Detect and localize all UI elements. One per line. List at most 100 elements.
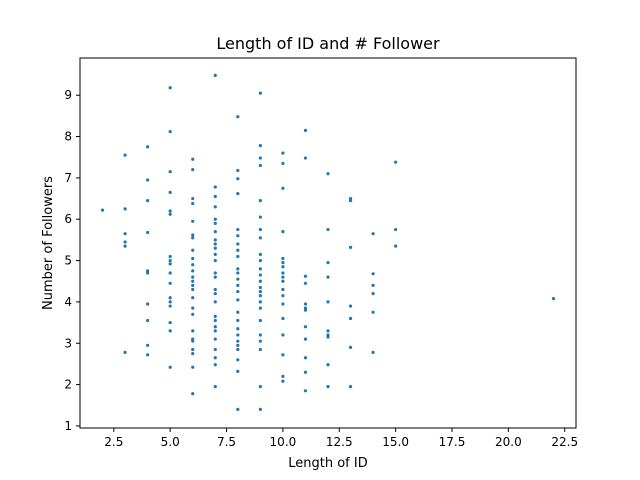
data-point <box>303 302 308 306</box>
data-point <box>281 279 285 283</box>
data-point <box>258 294 262 298</box>
data-point <box>191 347 195 352</box>
data-point <box>281 271 285 275</box>
data-point <box>303 156 308 160</box>
data-point <box>123 350 127 354</box>
data-point <box>258 318 262 323</box>
data-point <box>123 153 127 157</box>
data-point <box>281 353 285 357</box>
data-point <box>123 232 127 236</box>
data-point <box>236 115 240 119</box>
data-point <box>281 294 285 298</box>
data-point <box>191 351 195 356</box>
data-point <box>191 287 195 292</box>
data-point <box>394 244 398 248</box>
y-tick-label: 3 <box>64 336 72 350</box>
data-point <box>326 227 330 232</box>
data-point <box>258 91 262 95</box>
data-point <box>258 227 262 232</box>
data-point <box>236 234 240 238</box>
data-point <box>191 269 195 273</box>
data-point <box>348 245 353 249</box>
data-point <box>146 271 150 275</box>
data-point <box>146 230 150 235</box>
data-point <box>213 292 217 296</box>
data-point <box>236 267 240 271</box>
data-point <box>236 289 240 294</box>
data-point <box>213 238 217 242</box>
data-point <box>281 302 285 306</box>
data-point <box>213 217 217 221</box>
data-point <box>213 275 217 279</box>
data-point <box>236 227 240 232</box>
data-point <box>191 275 195 279</box>
y-tick-label: 4 <box>64 295 72 309</box>
data-point <box>258 252 262 256</box>
data-point <box>326 300 330 304</box>
data-point <box>281 186 285 190</box>
data-point <box>213 329 217 333</box>
data-point <box>191 219 195 223</box>
data-point <box>213 252 217 256</box>
data-point <box>236 407 240 411</box>
data-point <box>236 254 240 259</box>
data-point <box>258 163 262 168</box>
data-point <box>326 335 330 339</box>
data-point <box>191 157 195 161</box>
data-point <box>258 306 262 310</box>
data-point <box>258 199 262 203</box>
data-point <box>258 347 262 352</box>
data-point <box>326 261 330 265</box>
data-point <box>168 254 172 259</box>
data-point <box>168 262 172 266</box>
y-tick-label: 6 <box>64 212 72 226</box>
data-point <box>348 199 353 203</box>
data-point <box>236 339 240 343</box>
data-point <box>281 333 285 337</box>
data-point <box>213 185 217 189</box>
data-point <box>236 310 240 314</box>
data-point <box>146 302 150 306</box>
data-point <box>213 242 217 246</box>
data-point <box>213 221 217 225</box>
data-point <box>348 385 353 389</box>
data-point <box>213 205 217 209</box>
x-tick-label: 10.0 <box>270 435 297 449</box>
data-point <box>191 312 195 316</box>
x-ticks: 2.5 5.0 7.5 10.0 12.5 15.0 17.5 20.0 22.5 <box>104 428 578 449</box>
data-point <box>303 281 308 285</box>
data-point <box>371 283 375 287</box>
data-point <box>146 353 150 357</box>
data-point <box>236 369 240 373</box>
data-point <box>326 385 330 389</box>
data-point <box>258 258 262 263</box>
x-tick-label: 7.5 <box>217 435 236 449</box>
data-point <box>303 370 308 374</box>
y-axis-label: Number of Followers <box>41 176 56 310</box>
data-point <box>236 347 240 352</box>
data-point <box>236 192 240 196</box>
data-point <box>326 329 330 333</box>
data-points <box>100 73 556 411</box>
data-point <box>168 86 172 90</box>
data-point <box>123 240 127 244</box>
data-point <box>258 333 262 337</box>
data-point <box>191 256 195 261</box>
data-point <box>168 329 172 333</box>
data-point <box>236 318 240 323</box>
data-point <box>213 258 217 263</box>
data-point <box>213 300 217 304</box>
data-point <box>281 316 285 321</box>
data-point <box>191 196 195 201</box>
data-point <box>213 337 217 341</box>
data-point <box>258 267 262 271</box>
data-point <box>303 325 308 329</box>
data-point <box>236 242 240 246</box>
data-point <box>236 333 240 337</box>
data-point <box>258 385 262 389</box>
data-point <box>146 343 150 347</box>
data-point <box>258 289 262 294</box>
x-tick-label: 15.0 <box>382 435 409 449</box>
data-point <box>213 325 217 329</box>
data-point <box>213 385 217 389</box>
